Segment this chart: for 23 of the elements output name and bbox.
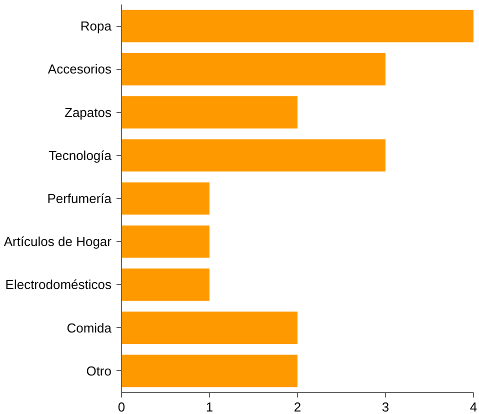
y-tick-label: Perfumería [47, 191, 112, 206]
x-tick-label: 0 [118, 400, 126, 414]
bar [122, 182, 210, 215]
bar [122, 354, 298, 388]
y-tick-label: Electrodomésticos [5, 277, 112, 292]
y-tick-label: Comida [66, 320, 112, 336]
x-tick-label: 4 [470, 400, 478, 414]
y-tick-label: Accesorios [48, 62, 112, 77]
bar [122, 312, 298, 344]
y-tick-label: Zapatos [64, 104, 112, 120]
x-tick-label: 3 [382, 400, 390, 414]
y-tick-label: Ropa [80, 18, 112, 34]
y-tick-label: Artículos de Hogar [4, 234, 112, 250]
bar [122, 225, 210, 258]
bar [122, 268, 210, 301]
x-tick-label: 2 [294, 400, 302, 414]
bar [122, 53, 386, 86]
bar [122, 10, 474, 42]
x-tick-label: 1 [206, 400, 214, 414]
y-tick-label: Otro [86, 363, 112, 378]
bar [122, 139, 386, 172]
bar [122, 96, 298, 128]
y-tick-label: Tecnología [48, 148, 112, 163]
